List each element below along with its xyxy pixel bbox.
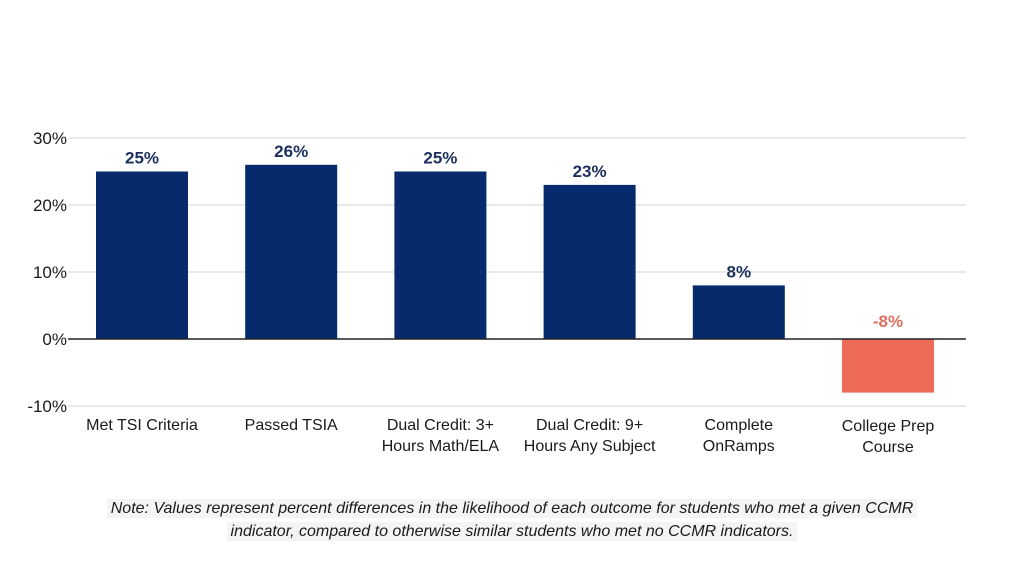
data-label: 25% (423, 149, 457, 168)
footnote-line-2: indicator, compared to otherwise similar… (226, 522, 798, 541)
bar (245, 164, 338, 339)
bar-chart: -10% 0% 10% 20% 30% 25% 26% 25% 23% 8% -8% Met TS… (27, 129, 966, 456)
category-label: Met TSI Criteria (86, 417, 198, 434)
category-label-line: Passed TSIA (245, 417, 338, 434)
category-label-line: Met TSI Criteria (86, 417, 198, 434)
y-tick-label: -10% (27, 397, 67, 416)
bar (96, 171, 188, 339)
data-labels: 25% 26% 25% 23% 8% -8% (125, 142, 903, 331)
category-label-line: Complete (705, 417, 774, 434)
category-label: Dual Credit: 9+ Hours Any Subject (524, 417, 656, 455)
category-label-line: Dual Credit: 3+ (387, 417, 494, 434)
category-label-line: Dual Credit: 9+ (536, 417, 643, 434)
y-tick-label: 10% (33, 263, 67, 282)
category-label-line: College Prep (842, 418, 935, 435)
category-labels: Met TSI Criteria Passed TSIA Dual Credit: … (86, 417, 934, 456)
grid-lines (68, 137, 966, 407)
data-label: 26% (274, 142, 308, 161)
category-label: Dual Credit: 3+ Hours Math/ELA (382, 417, 500, 455)
y-tick-label: 0% (42, 330, 67, 349)
bar (543, 184, 636, 339)
y-axis-tick-labels: -10% 0% 10% 20% 30% (27, 129, 67, 416)
y-tick-label: 20% (33, 196, 67, 215)
bar (394, 171, 487, 339)
footnote: Note: Values represent percent differenc… (40, 497, 984, 543)
data-label: 23% (573, 162, 607, 181)
y-tick-label: 30% (33, 129, 67, 148)
category-label-line: Course (862, 439, 914, 456)
bars (96, 164, 934, 393)
category-label: Complete OnRamps (703, 417, 775, 455)
data-label: 25% (125, 149, 159, 168)
data-label: -8% (873, 312, 903, 331)
category-label-line: OnRamps (703, 438, 775, 455)
footnote-line-1: Note: Values represent percent differenc… (106, 499, 918, 518)
category-label: Passed TSIA (245, 417, 338, 434)
category-label-line: Hours Any Subject (524, 438, 656, 455)
category-label: College Prep Course (842, 418, 935, 456)
bar (842, 339, 934, 393)
data-label: 8% (727, 262, 752, 281)
bar (692, 285, 785, 339)
category-label-line: Hours Math/ELA (382, 438, 500, 455)
